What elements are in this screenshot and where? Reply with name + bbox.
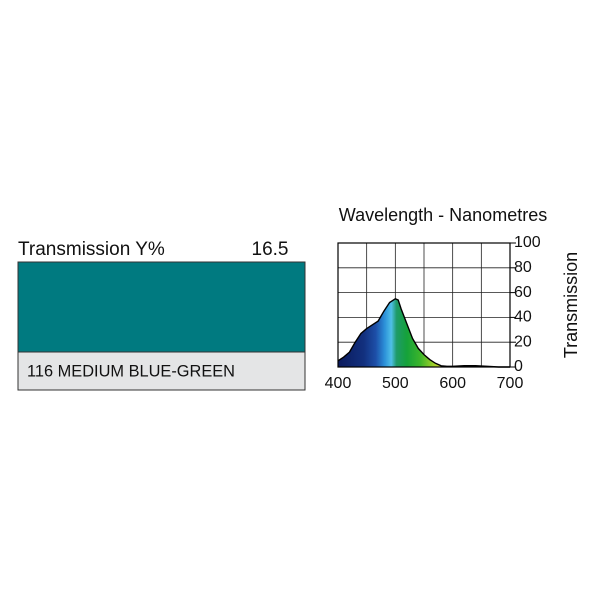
x-tick-label: 500 <box>382 375 409 392</box>
name-box <box>17 351 306 391</box>
filter-name: 116 MEDIUM BLUE-GREEN <box>27 361 235 380</box>
y-tick-label: 0 <box>514 358 523 375</box>
chart-title: Wavelength - Nanometres <box>339 205 547 225</box>
x-tick-label: 400 <box>325 375 352 392</box>
x-tick-label: 600 <box>439 375 466 392</box>
transmission-area <box>338 298 510 367</box>
y-tick-label: 40 <box>514 309 532 326</box>
y-axis-label: Transmission <box>561 252 581 358</box>
transmission-label: Transmission Y% <box>18 239 165 260</box>
color-swatch <box>17 261 306 353</box>
y-tick-label: 20 <box>514 333 532 350</box>
plot-frame <box>337 242 511 368</box>
y-tick-label: 60 <box>514 284 532 301</box>
y-tick-label: 100 <box>514 234 541 251</box>
transmission-value: 16.5 <box>252 239 289 260</box>
x-tick-label: 700 <box>497 375 524 392</box>
y-tick-label: 80 <box>514 259 532 276</box>
transmission-curve <box>337 298 510 368</box>
